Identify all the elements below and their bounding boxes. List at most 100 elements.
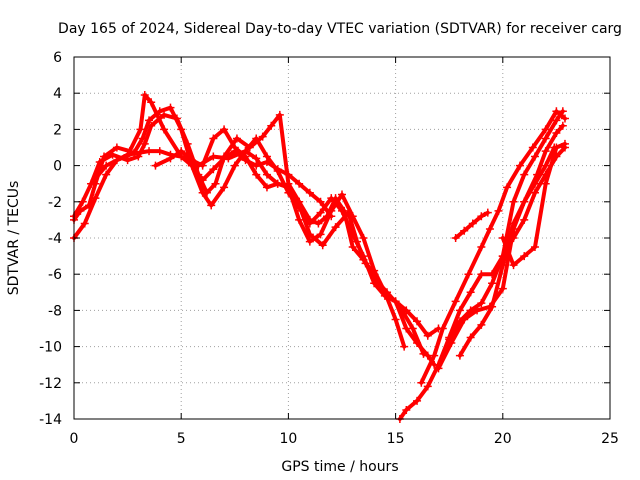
data-point bbox=[87, 179, 96, 188]
data-point bbox=[273, 165, 282, 174]
x-tick-label: 20 bbox=[494, 431, 512, 447]
data-point bbox=[560, 114, 569, 123]
data-point bbox=[209, 152, 218, 161]
data-point bbox=[520, 197, 529, 206]
axis-ticks bbox=[73, 56, 611, 420]
y-axis-label: SDTVAR / TECUs bbox=[6, 181, 22, 296]
data-point bbox=[102, 170, 111, 179]
data-point bbox=[541, 161, 550, 170]
data-point bbox=[477, 243, 486, 252]
data-point bbox=[316, 197, 325, 206]
data-point bbox=[177, 125, 186, 134]
data-point bbox=[477, 299, 486, 308]
data-point bbox=[509, 219, 518, 228]
data-point bbox=[338, 190, 346, 199]
series-sat-e bbox=[87, 147, 336, 221]
data-point bbox=[241, 156, 250, 165]
data-point bbox=[155, 147, 164, 156]
data-point bbox=[558, 121, 567, 130]
y-tick-label: -6 bbox=[48, 267, 62, 283]
data-point bbox=[541, 125, 550, 134]
data-point bbox=[552, 116, 561, 125]
y-tick-label: 4 bbox=[53, 86, 62, 102]
x-tick-label: 10 bbox=[279, 431, 297, 447]
data-point bbox=[468, 219, 477, 228]
series-sat-j bbox=[455, 143, 559, 360]
data-point bbox=[295, 215, 304, 224]
data-point bbox=[498, 284, 507, 293]
data-point bbox=[477, 212, 486, 221]
data-point bbox=[305, 237, 314, 246]
y-tick-label: -10 bbox=[39, 340, 62, 356]
data-point bbox=[438, 324, 447, 333]
data-point bbox=[267, 121, 276, 130]
data-point bbox=[262, 170, 271, 179]
data-point bbox=[348, 243, 357, 252]
data-point bbox=[211, 179, 220, 188]
data-point bbox=[359, 252, 368, 261]
data-point bbox=[252, 170, 261, 179]
data-point bbox=[220, 183, 229, 192]
data-point bbox=[209, 165, 218, 174]
data-point bbox=[485, 224, 494, 233]
series-line bbox=[419, 109, 567, 385]
data-point bbox=[230, 161, 239, 170]
data-point bbox=[80, 219, 89, 228]
data-point bbox=[430, 351, 439, 360]
data-point bbox=[76, 206, 85, 215]
y-tick-labels: -14 -12 -10 -8 -6 -4 -2 0 2 4 6 bbox=[39, 50, 62, 428]
data-point bbox=[232, 134, 241, 143]
data-point bbox=[417, 378, 426, 387]
data-point bbox=[400, 342, 409, 351]
y-tick-label: -4 bbox=[48, 231, 62, 247]
data-point bbox=[370, 279, 379, 288]
data-point bbox=[327, 212, 336, 221]
data-point bbox=[147, 98, 156, 107]
data-point bbox=[112, 143, 121, 152]
data-point bbox=[230, 147, 239, 156]
data-point bbox=[331, 223, 340, 232]
data-point bbox=[284, 170, 293, 179]
data-point bbox=[198, 188, 207, 197]
data-point bbox=[160, 110, 169, 119]
data-point bbox=[552, 143, 561, 152]
data-point bbox=[327, 194, 336, 203]
x-tick-label: 15 bbox=[387, 431, 405, 447]
data-point bbox=[515, 161, 524, 170]
data-point bbox=[509, 261, 518, 270]
data-point bbox=[198, 176, 207, 185]
data-point bbox=[284, 183, 293, 192]
y-tick-label: -2 bbox=[48, 195, 62, 211]
data-point bbox=[359, 234, 368, 242]
data-point bbox=[305, 230, 314, 239]
data-point bbox=[466, 306, 475, 315]
data-point bbox=[419, 349, 428, 358]
data-point bbox=[140, 139, 149, 148]
data-point bbox=[198, 161, 207, 170]
data-point bbox=[295, 179, 304, 188]
x-tick-label: 0 bbox=[70, 431, 79, 447]
data-point bbox=[413, 317, 422, 326]
data-point bbox=[85, 201, 94, 210]
data-point bbox=[102, 161, 111, 170]
chart-title: Day 165 of 2024, Sidereal Day-to-day VTE… bbox=[58, 21, 622, 37]
data-point bbox=[530, 152, 539, 161]
data-point bbox=[455, 317, 464, 326]
data-point bbox=[136, 125, 145, 134]
data-point bbox=[316, 230, 325, 239]
data-point bbox=[541, 134, 550, 143]
data-point bbox=[318, 241, 327, 250]
data-point bbox=[305, 219, 314, 228]
data-point bbox=[314, 219, 323, 228]
data-point bbox=[145, 147, 154, 156]
data-point bbox=[209, 134, 218, 143]
data-point bbox=[483, 208, 492, 217]
data-point bbox=[520, 215, 529, 224]
y-tick-label: 6 bbox=[53, 50, 62, 66]
y-tick-label: -14 bbox=[39, 412, 62, 428]
data-point bbox=[305, 188, 314, 197]
series-line bbox=[72, 93, 426, 356]
data-point bbox=[498, 261, 507, 270]
data-point bbox=[295, 197, 304, 206]
data-point bbox=[160, 125, 169, 134]
